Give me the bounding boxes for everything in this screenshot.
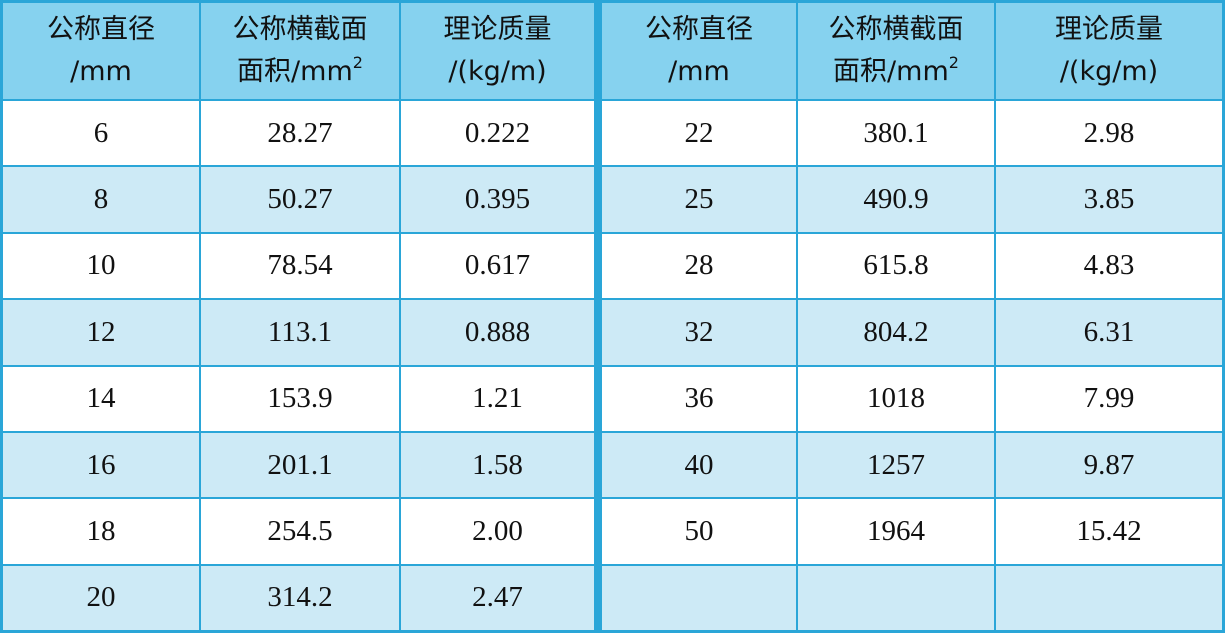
data-cell: 3.85 (996, 167, 1222, 232)
header-line: /(kg/m) (448, 51, 546, 93)
header-text: 公称横截面 (828, 14, 964, 45)
data-cell: 32 (602, 300, 796, 365)
superscript: 2 (352, 53, 363, 72)
data-cell: 36 (602, 366, 796, 431)
header-text: /(kg/m) (1059, 56, 1159, 87)
header-line: /mm (70, 51, 132, 93)
data-cell: 40 (602, 432, 796, 498)
data-cell: 201.1 (201, 432, 399, 498)
data-cell: 25 (602, 167, 796, 232)
data-cell: 14 (3, 366, 199, 431)
data-cell: 8 (3, 167, 199, 232)
data-cell (996, 565, 1222, 630)
header-cell: 公称直径/mm (3, 3, 199, 99)
data-cell: 1018 (798, 366, 994, 431)
header-line: 公称横截面 (233, 9, 368, 51)
data-cell: 1.21 (401, 366, 594, 431)
data-cell: 2.00 (401, 499, 594, 564)
data-cell: 1.58 (401, 432, 594, 498)
data-cell: 254.5 (201, 499, 399, 564)
data-cell: 4.83 (996, 233, 1222, 299)
data-cell: 0.395 (401, 167, 594, 232)
data-cell: 1257 (798, 432, 994, 498)
header-line: 面积/mm2 (237, 51, 363, 93)
header-cell: 公称横截面面积/mm2 (798, 3, 994, 99)
data-cell: 50 (602, 499, 796, 564)
data-cell: 28.27 (201, 101, 399, 166)
header-text: /mm (668, 56, 730, 87)
data-cell: 1964 (798, 499, 994, 564)
data-cell: 16 (3, 432, 199, 498)
data-cell: 12 (3, 300, 199, 365)
header-line: /mm (668, 51, 730, 93)
data-cell: 10 (3, 233, 199, 299)
data-cell: 50.27 (201, 167, 399, 232)
header-text: 公称直径 (645, 14, 753, 45)
data-cell (798, 565, 994, 630)
header-text: 面积/mm (833, 56, 949, 87)
data-cell: 804.2 (798, 300, 994, 365)
data-cell: 7.99 (996, 366, 1222, 431)
header-line: 理论质量 (444, 9, 552, 51)
header-text: 公称直径 (47, 14, 155, 45)
header-text: 面积/mm (237, 56, 353, 87)
header-text: 理论质量 (1055, 14, 1163, 45)
header-line: 面积/mm2 (833, 51, 959, 93)
data-cell: 0.617 (401, 233, 594, 299)
data-cell: 0.888 (401, 300, 594, 365)
data-cell (602, 565, 796, 630)
header-line: /(kg/m) (1060, 51, 1158, 93)
data-cell: 20 (3, 565, 199, 630)
data-cell: 6.31 (996, 300, 1222, 365)
superscript: 2 (948, 53, 959, 72)
data-cell: 380.1 (798, 101, 994, 166)
header-line: 公称直径 (47, 9, 155, 51)
header-cell: 理论质量 /(kg/m) (401, 3, 594, 99)
data-cell: 15.42 (996, 499, 1222, 564)
header-cell: 公称横截面面积/mm2 (201, 3, 399, 99)
header-line: 公称直径 (645, 9, 753, 51)
data-cell: 615.8 (798, 233, 994, 299)
data-cell: 153.9 (201, 366, 399, 431)
data-cell: 22 (602, 101, 796, 166)
data-cell: 28 (602, 233, 796, 299)
data-cell: 0.222 (401, 101, 594, 166)
data-cell: 9.87 (996, 432, 1222, 498)
header-text: /mm (70, 56, 132, 87)
data-cell: 490.9 (798, 167, 994, 232)
data-cell: 2.98 (996, 101, 1222, 166)
data-cell: 78.54 (201, 233, 399, 299)
header-text: /(kg/m) (448, 56, 547, 87)
header-text: 理论质量 (443, 14, 552, 45)
data-cell: 113.1 (201, 300, 399, 365)
header-line: 理论质量 (1055, 9, 1163, 51)
header-text: 公称横截面 (232, 14, 368, 45)
header-line: 公称横截面 (829, 9, 964, 51)
data-cell: 18 (3, 499, 199, 564)
data-cell: 314.2 (201, 565, 399, 630)
data-cell: 2.47 (401, 565, 594, 630)
data-cell: 6 (3, 101, 199, 166)
header-cell: 理论质量 /(kg/m) (996, 3, 1222, 99)
header-cell: 公称直径/mm (602, 3, 796, 99)
